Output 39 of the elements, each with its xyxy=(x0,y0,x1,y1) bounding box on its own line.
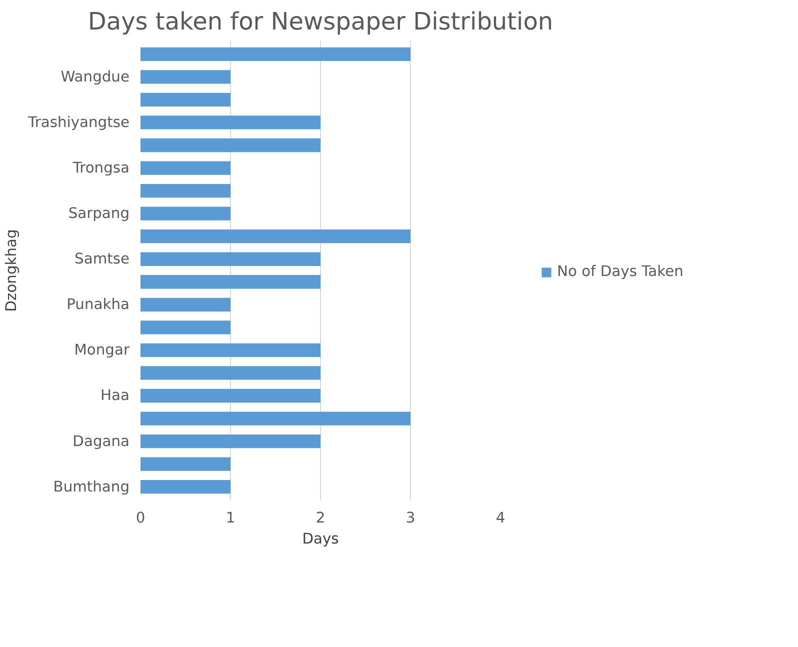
y-tick-label: Trongsa xyxy=(72,160,130,177)
bar xyxy=(140,388,320,403)
y-tick-label: Punakha xyxy=(66,296,130,314)
bar xyxy=(140,343,320,358)
y-tick-label: Samtse xyxy=(74,250,130,268)
x-tick-label: 4 xyxy=(496,510,506,526)
y-tick-label: Wangdue xyxy=(60,68,130,86)
x-axis-title: Days xyxy=(302,530,339,548)
bar xyxy=(140,320,230,334)
y-tick-label: Haa xyxy=(100,387,130,404)
y-tick-label: Trashiyangtse xyxy=(27,114,130,131)
bar xyxy=(140,92,230,107)
bar xyxy=(140,138,320,152)
x-tick-label: 3 xyxy=(406,510,416,526)
y-tick-label: Dagana xyxy=(72,432,130,450)
x-tick-label: 0 xyxy=(136,510,146,526)
y-tick-label: Sarpang xyxy=(68,205,130,222)
bar xyxy=(140,434,320,448)
bar xyxy=(140,366,320,380)
bar xyxy=(140,161,230,175)
bar xyxy=(140,47,410,61)
y-tick-label: Bumthang xyxy=(53,478,130,496)
bar xyxy=(140,116,320,130)
bar xyxy=(140,412,410,426)
y-tick-label: Mongar xyxy=(74,342,130,359)
x-tick-label: 2 xyxy=(316,510,326,526)
bar xyxy=(140,206,230,220)
chart-title: Days taken for Newspaper Distribution xyxy=(88,8,554,36)
legend-label: No of Days Taken xyxy=(557,263,684,280)
bar xyxy=(140,184,230,198)
bar xyxy=(140,252,320,266)
x-tick-label: 1 xyxy=(226,510,236,526)
bar xyxy=(140,298,230,312)
bar xyxy=(140,457,230,471)
bar xyxy=(140,70,230,84)
bar xyxy=(140,230,410,244)
y-axis-title: Dzongkhag xyxy=(3,229,20,312)
bar xyxy=(140,480,230,494)
bar xyxy=(140,275,320,289)
